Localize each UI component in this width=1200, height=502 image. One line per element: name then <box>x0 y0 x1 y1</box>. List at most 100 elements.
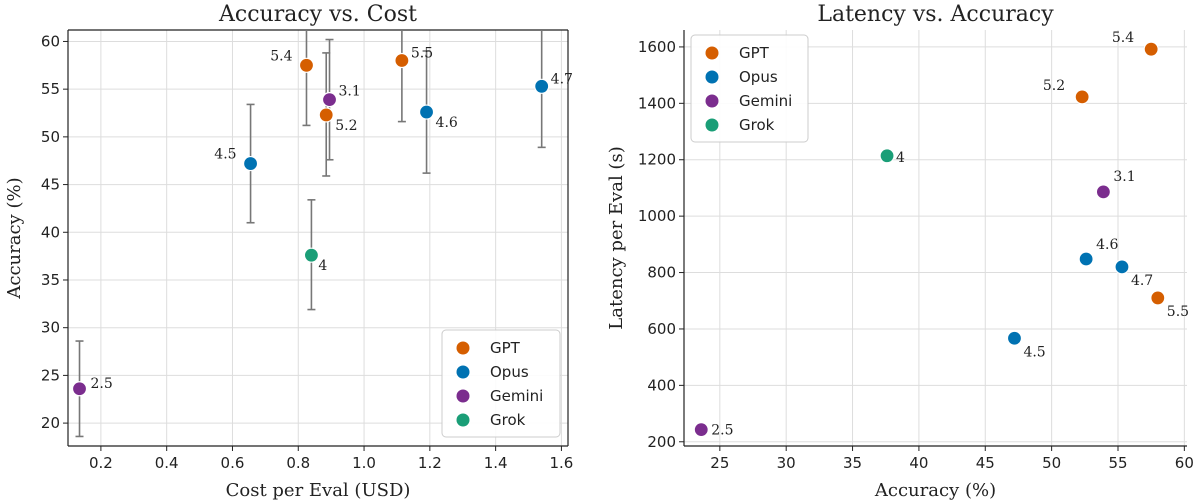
legend-marker-gemini <box>456 389 470 403</box>
data-label: 5.4 <box>270 48 292 64</box>
data-point-gpt <box>1074 89 1090 105</box>
data-point-grok <box>879 148 895 164</box>
x-tick-label: 0.6 <box>221 454 245 472</box>
data-label: 4.6 <box>1096 237 1118 253</box>
chart-2: 25 30 35 40 45 50 55 60 200 400 600 800 1000 1200 1400… <box>606 2 1194 501</box>
data-label: 4 <box>896 150 905 166</box>
legend-label: Gemini <box>739 92 792 110</box>
y-tick-label: 800 <box>647 264 676 282</box>
legend-marker-gpt <box>456 341 470 355</box>
legend-frame <box>690 34 809 143</box>
legend-label: Grok <box>739 116 775 134</box>
y-tick-label: 60 <box>41 32 60 50</box>
data-point-opus <box>534 78 550 94</box>
axes-spines <box>683 30 1187 447</box>
x-axis-label: Cost per Eval (USD) <box>226 480 411 501</box>
x-tick-label: 1.0 <box>352 454 376 472</box>
data-point-opus <box>418 104 435 120</box>
legend-marker-opus <box>456 365 470 379</box>
legend: GPT Opus Gemini Grok <box>690 34 809 143</box>
x-tick-label: 40 <box>909 454 928 472</box>
data-label: 5.4 <box>1112 30 1134 46</box>
y-tick-label: 50 <box>41 128 60 146</box>
y-tick-label: 25 <box>41 366 60 384</box>
plot-area <box>693 41 1166 438</box>
data-label: 5.5 <box>1167 304 1189 320</box>
x-tick-label: 50 <box>1042 454 1061 472</box>
data-point-gpt <box>318 107 334 123</box>
y-tick-label: 1600 <box>638 38 676 56</box>
chart-title: Accuracy vs. Cost <box>218 2 417 27</box>
data-point-gpt <box>298 57 315 73</box>
y-tick-label: 40 <box>41 223 60 241</box>
legend-frame <box>441 329 561 438</box>
x-tick-label: 0.2 <box>89 454 113 472</box>
legend-marker-grok <box>705 118 719 132</box>
y-tick-label: 1400 <box>638 94 676 112</box>
y-tick-label: 35 <box>41 271 60 289</box>
data-point-opus <box>1006 330 1023 346</box>
data-label: 4.7 <box>1131 273 1153 289</box>
data-label: 3.1 <box>339 84 361 100</box>
data-label: 2.5 <box>91 376 113 392</box>
x-tick-label: 1.4 <box>484 454 508 472</box>
legend: GPT Opus Gemini Grok <box>441 329 561 438</box>
legend-marker-opus <box>705 70 719 84</box>
legend-label: Opus <box>490 363 529 381</box>
legend-marker-gpt <box>705 46 719 60</box>
x-tick-label: 30 <box>777 454 796 472</box>
grid <box>684 30 1187 446</box>
data-label: 5.2 <box>335 118 357 134</box>
x-tick-label: 1.6 <box>549 454 573 472</box>
legend-marker-gemini <box>705 94 719 108</box>
y-tick-label: 600 <box>647 320 676 338</box>
x-tick-label: 0.8 <box>286 454 310 472</box>
data-label: 3.1 <box>1113 169 1135 185</box>
plot-area <box>71 30 550 438</box>
legend-label: Opus <box>739 68 778 86</box>
axes-spines <box>67 29 569 447</box>
legend-label: GPT <box>490 339 521 357</box>
x-tick-label: 25 <box>710 454 729 472</box>
y-tick-label: 1000 <box>638 207 676 225</box>
data-point-gpt <box>1150 290 1166 306</box>
y-tick-label: 45 <box>41 176 60 194</box>
legend-marker-grok <box>456 413 470 427</box>
y-tick-label: 55 <box>41 80 60 98</box>
legend-label: Grok <box>490 411 526 429</box>
data-label: 4.5 <box>214 147 236 163</box>
legend-label: Gemini <box>490 387 543 405</box>
legend-label: GPT <box>739 44 770 62</box>
data-label: 4.5 <box>1023 344 1045 360</box>
data-label: 5.5 <box>411 46 433 62</box>
y-tick-label: 400 <box>647 376 676 394</box>
data-point-gemini <box>693 422 709 438</box>
x-tick-label: 45 <box>976 454 995 472</box>
grid <box>68 30 568 446</box>
y-axis-label: Accuracy (%) <box>4 177 25 299</box>
data-label: 2.5 <box>711 423 733 439</box>
x-tick-label: 35 <box>843 454 862 472</box>
data-point-opus <box>242 155 259 172</box>
chart-title: Latency vs. Accuracy <box>817 2 1054 27</box>
y-tick-label: 30 <box>41 319 60 337</box>
data-point-gpt <box>394 52 410 69</box>
data-label: 4 <box>318 258 327 274</box>
data-point-gpt <box>1143 41 1159 57</box>
data-label: 4.6 <box>436 115 458 131</box>
data-point-opus <box>1114 259 1130 275</box>
x-tick-label: 60 <box>1175 454 1194 472</box>
x-tick-label: 1.2 <box>418 454 442 472</box>
x-tick-label: 55 <box>1108 454 1127 472</box>
data-point-gemini <box>71 381 88 397</box>
x-axis-label: Accuracy (%) <box>874 480 996 501</box>
y-tick-label: 200 <box>647 433 676 451</box>
y-tick-label: 20 <box>41 414 60 432</box>
data-point-gemini <box>1095 184 1111 200</box>
data-point-grok <box>303 247 320 263</box>
y-axis-label: Latency per Eval (s) <box>606 146 627 329</box>
data-label: 4.7 <box>551 71 573 87</box>
y-tick-label: 1200 <box>638 151 676 169</box>
data-point-gemini <box>321 92 338 108</box>
